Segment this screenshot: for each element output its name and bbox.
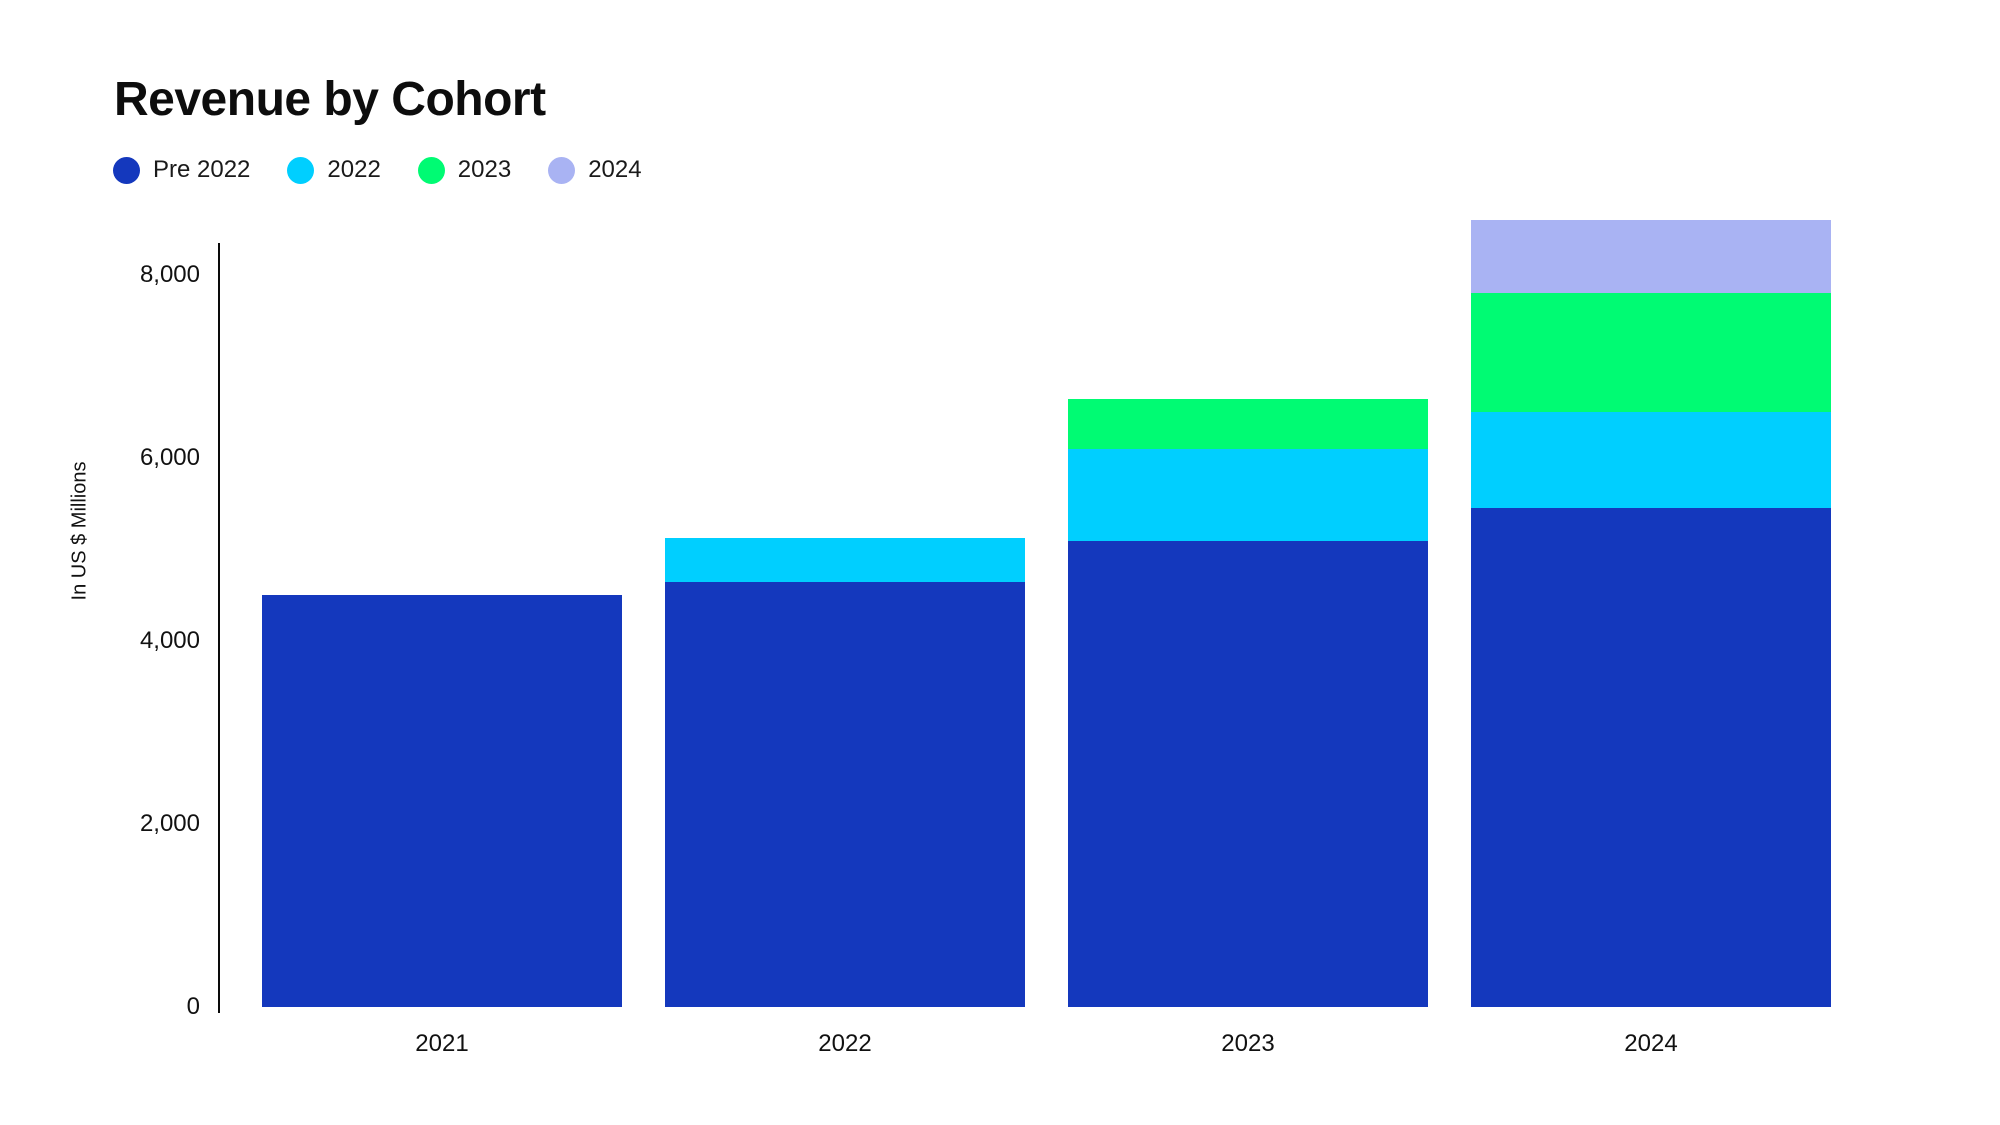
y-tick-label: 0 <box>186 993 200 1020</box>
bar-segment-2024-pre-2022[interactable] <box>1471 508 1831 1007</box>
legend: Pre 2022 2022 2023 2024 <box>113 156 642 184</box>
bar-segment-2024-2022[interactable] <box>1471 412 1831 509</box>
x-tick-label: 2022 <box>818 1030 872 1057</box>
legend-item-2022[interactable]: 2022 <box>287 156 381 184</box>
legend-swatch-icon <box>548 156 576 184</box>
bar-segment-2023-2022[interactable] <box>1068 449 1428 541</box>
bar-segment-2023-2023[interactable] <box>1068 398 1428 450</box>
y-axis-title: In US $ Millions <box>68 461 91 601</box>
chart-title: Revenue by Cohort <box>114 73 546 126</box>
bar-stack-2022[interactable] <box>665 538 1025 1007</box>
y-tick-label: 6,000 <box>139 444 200 471</box>
legend-item-2023[interactable]: 2023 <box>417 156 512 184</box>
bar-segment-2022-pre-2022[interactable] <box>665 581 1025 1007</box>
bar-stack-2023[interactable] <box>1068 398 1428 1007</box>
y-axis-line <box>218 243 220 1013</box>
legend-label: Pre 2022 <box>153 156 251 183</box>
y-tick-label: 2,000 <box>139 810 200 837</box>
y-tick-label: 4,000 <box>139 627 200 654</box>
legend-label: 2023 <box>457 156 512 183</box>
legend-item-2024[interactable]: 2024 <box>548 156 642 184</box>
x-tick-label: 2021 <box>415 1030 469 1057</box>
bar-segment-2023-pre-2022[interactable] <box>1068 540 1428 1007</box>
legend-swatch-icon <box>287 156 315 184</box>
bar-segment-2021-pre-2022[interactable] <box>262 595 622 1007</box>
bar-segment-2022-2022[interactable] <box>665 538 1025 582</box>
y-tick-label: 8,000 <box>139 261 200 288</box>
legend-swatch-icon <box>417 156 445 184</box>
bar-stack-2024[interactable] <box>1471 220 1831 1007</box>
bar-stack-2021[interactable] <box>262 595 622 1007</box>
legend-label: 2024 <box>588 156 642 183</box>
bar-segment-2024-2023[interactable] <box>1471 293 1831 413</box>
bar-segment-2024-2024[interactable] <box>1471 220 1831 294</box>
legend-label: 2022 <box>327 156 381 183</box>
x-tick-label: 2023 <box>1221 1030 1275 1057</box>
legend-swatch-icon <box>113 156 140 184</box>
x-tick-label: 2024 <box>1624 1030 1678 1057</box>
legend-item-pre-2022[interactable]: Pre 2022 <box>113 156 250 184</box>
